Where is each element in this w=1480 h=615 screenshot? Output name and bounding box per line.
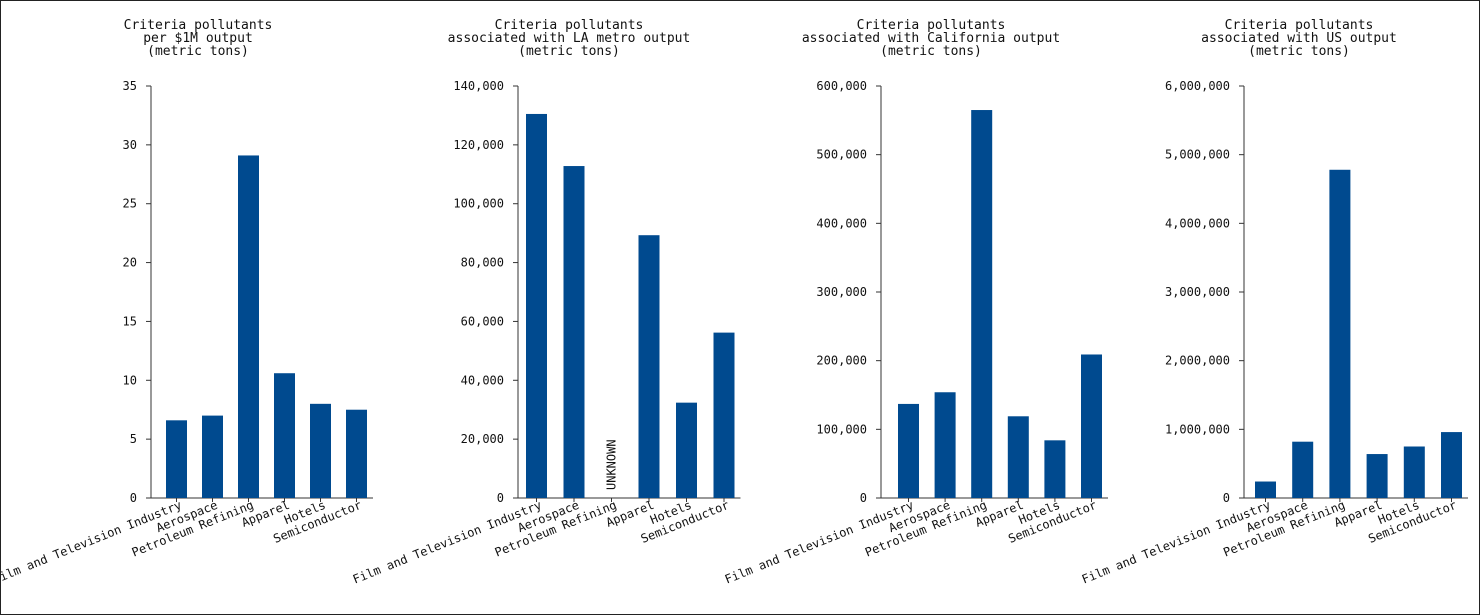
y-tick-label: 4,000,000 (1165, 216, 1230, 230)
chart-title-line: Criteria pollutants (495, 18, 644, 33)
y-tick-label: 0 (497, 491, 504, 505)
bar (310, 403, 331, 498)
y-tick-label: 600,000 (816, 79, 867, 93)
bar (1007, 416, 1029, 498)
y-tick-label: 15 (123, 314, 137, 328)
y-tick-label: 3,000,000 (1165, 285, 1230, 299)
bar (1255, 481, 1276, 498)
bar (166, 420, 187, 498)
y-tick-label: 0 (860, 491, 867, 505)
bar (563, 166, 585, 498)
y-tick-label: 30 (123, 138, 137, 152)
y-tick-label: 2,000,000 (1165, 354, 1230, 368)
y-tick-label: 20 (123, 256, 137, 270)
bar (971, 110, 993, 499)
y-tick-label: 60,000 (461, 314, 504, 328)
chart-title-line: (metric tons) (880, 44, 982, 59)
bar (1329, 169, 1351, 499)
y-tick-label: 100,000 (816, 422, 867, 436)
bar (202, 415, 223, 498)
bar (898, 403, 919, 498)
y-tick-label: 25 (123, 197, 137, 211)
bar (934, 392, 956, 498)
y-tick-label: 0 (130, 491, 137, 505)
y-tick-label: 10 (123, 373, 137, 387)
chart-title-line: (metric tons) (147, 44, 249, 59)
chart-title-line: (metric tons) (518, 44, 620, 59)
bar (274, 373, 295, 498)
annotation-label: UNKNOWN (605, 439, 619, 490)
y-tick-label: 140,000 (453, 79, 504, 93)
bar (1366, 454, 1388, 498)
y-tick-label: 100,000 (453, 197, 504, 211)
bar (238, 155, 259, 499)
bar (676, 402, 697, 498)
y-tick-label: 35 (123, 79, 137, 93)
y-tick-label: 5,000,000 (1165, 148, 1230, 162)
y-tick-label: 80,000 (461, 256, 504, 270)
chart-title-line: associated with LA metro output (448, 31, 691, 46)
y-tick-label: 0 (1223, 491, 1230, 505)
chart-title-line: associated with California output (802, 31, 1060, 46)
chart-title-line: per $1M output (143, 31, 253, 46)
y-tick-label: 120,000 (453, 138, 504, 152)
chart-title-line: Criteria pollutants (1225, 18, 1374, 33)
chart-title-line: associated with US output (1201, 31, 1397, 46)
bar (1441, 432, 1462, 498)
y-tick-label: 200,000 (816, 354, 867, 368)
y-tick-label: 40,000 (461, 373, 504, 387)
bar (638, 235, 660, 498)
bar (713, 332, 735, 498)
y-tick-label: 5 (130, 432, 137, 446)
y-tick-label: 20,000 (461, 432, 504, 446)
bar (1081, 354, 1102, 498)
y-tick-label: 1,000,000 (1165, 422, 1230, 436)
bar (1044, 440, 1066, 498)
chart-title-line: Criteria pollutants (124, 18, 273, 33)
bar (346, 409, 367, 498)
bar (1403, 446, 1425, 498)
y-tick-label: 6,000,000 (1165, 79, 1230, 93)
chart-title-line: (metric tons) (1248, 44, 1350, 59)
y-tick-label: 400,000 (816, 216, 867, 230)
y-tick-label: 500,000 (816, 148, 867, 162)
bar (526, 113, 547, 498)
y-tick-label: 300,000 (816, 285, 867, 299)
bar (1292, 441, 1314, 498)
chart-title-line: Criteria pollutants (857, 18, 1006, 33)
